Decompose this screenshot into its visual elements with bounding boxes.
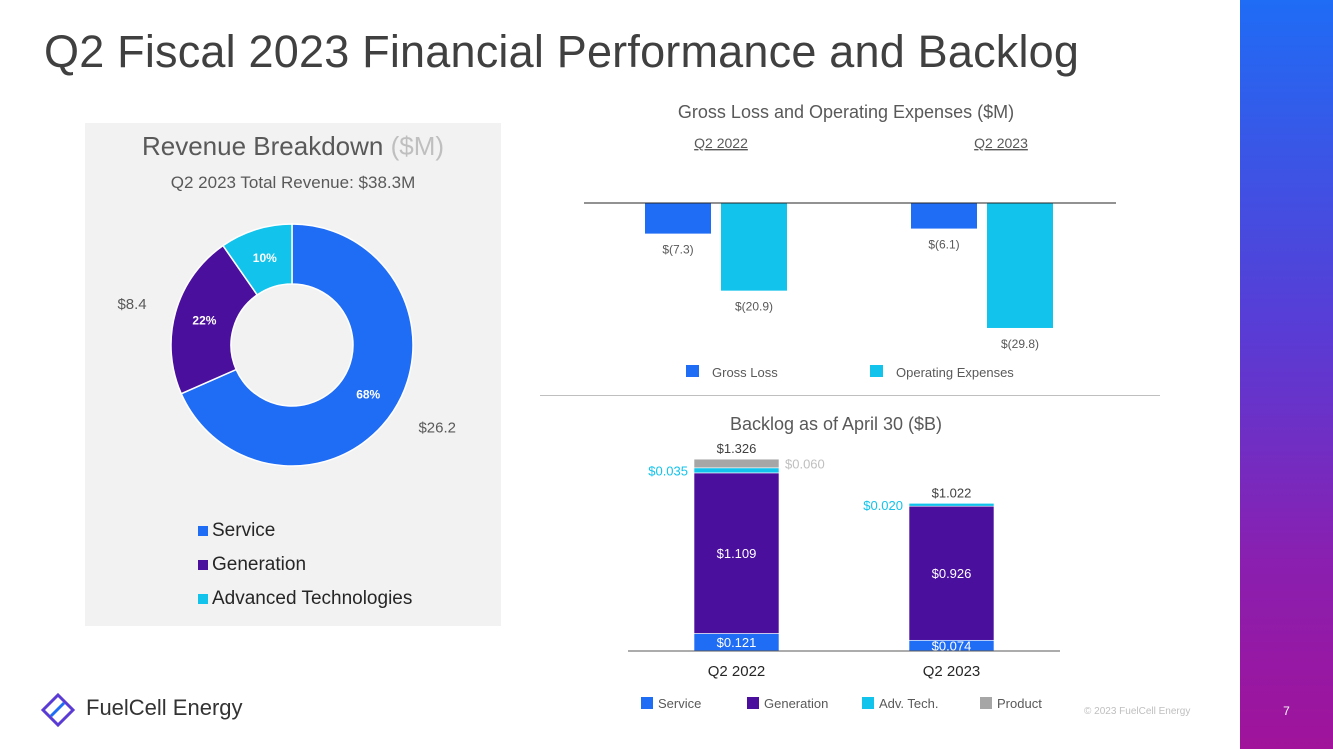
bar-label-gross-loss-q2-2022: $(7.3): [662, 243, 693, 257]
backlog-chart: Backlog as of April 30 ($B) $0.121 $1.109 $…: [628, 414, 1060, 711]
backlog-legend-swatch-generation: [747, 697, 759, 709]
bar-label-operating-expenses-q2-2022: $(20.9): [735, 300, 773, 314]
revenue-chart-title: Revenue Breakdown ($M): [85, 131, 501, 162]
legend-swatch-advanced-technologies: [198, 594, 208, 604]
bar-operating-expenses-q2-2022: [721, 203, 787, 291]
value-label-advanced-technologies: $3.7: [218, 208, 247, 210]
revenue-subtitle: Q2 2023 Total Revenue: $38.3M: [170, 173, 416, 192]
backlog-legend-swatch-service: [641, 697, 653, 709]
backlog-label-adv-tech-q2-2023: $0.020: [863, 498, 903, 513]
backlog-category-q2-2023: Q2 2023: [923, 663, 981, 680]
gross-legend-label-operating-expenses: Operating Expenses: [896, 365, 1014, 380]
revenue-title-text: Revenue Breakdown: [141, 131, 384, 161]
value-label-generation: $8.4: [117, 296, 146, 313]
backlog-bar-adv-tech-q2-2022: [693, 467, 780, 474]
backlog-label-adv-tech-q2-2022: $0.035: [648, 463, 688, 478]
backlog-label-generation-q2-2022: $1.109: [717, 546, 757, 561]
logo-text: FuelCell Energy: [86, 695, 243, 720]
backlog-label-service-q2-2023: $0.074: [932, 639, 972, 654]
percent-label-advanced-technologies: 10%: [253, 251, 277, 265]
legend-swatch-generation: [198, 560, 208, 570]
backlog-label-generation-q2-2023: $0.926: [932, 566, 972, 581]
gross-loss-opex-chart: Gross Loss and Operating Expenses ($M) Q2…: [584, 102, 1116, 380]
gross-legend-swatch-operating-expenses: [870, 365, 883, 377]
bar-gross-loss-q2-2023: [911, 203, 977, 229]
legend-item-service: Service: [198, 520, 275, 542]
backlog-legend-label-generation: Generation: [764, 696, 828, 711]
donut-slice-advanced-technologies: [221, 223, 293, 296]
slide-title: Q2 Fiscal 2023 Financial Performance and…: [44, 26, 1080, 77]
backlog-total-q2-2023: $1.022: [932, 485, 972, 500]
fuelcell-logo-icon: [40, 692, 76, 728]
bar-label-gross-loss-q2-2023: $(6.1): [928, 238, 959, 252]
revenue-breakdown-panel: Revenue Breakdown ($M) Q2 2023 Total Rev…: [85, 123, 501, 626]
bar-label-operating-expenses-q2-2023: $(29.8): [1001, 337, 1039, 351]
backlog-label-product-q2-2022: $0.060: [785, 456, 825, 471]
gross-legend-label-gross-loss: Gross Loss: [712, 365, 778, 380]
backlog-bar-generation-q2-2023: [908, 505, 995, 641]
chart-divider: [540, 395, 1160, 396]
backlog-bar-adv-tech-q2-2023: [908, 503, 995, 507]
legend-label-advanced-technologies: Advanced Technologies: [212, 588, 413, 609]
backlog-total-q2-2022: $1.326: [717, 441, 757, 456]
backlog-bar-generation-q2-2022: [693, 472, 780, 634]
percent-label-service: 68%: [356, 388, 380, 402]
backlog-legend-swatch-adv-tech: [862, 697, 874, 709]
backlog-legend-label-service: Service: [658, 696, 701, 711]
backlog-legend-label-product: Product: [997, 696, 1042, 711]
legend-item-generation: Generation: [198, 554, 306, 576]
gross-category-q2-2022: Q2 2022: [694, 135, 748, 151]
legend-label-service: Service: [212, 520, 276, 541]
backlog-legend-swatch-product: [980, 697, 992, 709]
legend-label-generation: Generation: [212, 554, 307, 575]
gross-category-q2-2023: Q2 2023: [974, 135, 1028, 151]
copyright-text: © 2023 FuelCell Energy: [1084, 706, 1191, 717]
donut-slice-service: [180, 223, 414, 467]
revenue-title-unit: ($M): [390, 131, 445, 161]
revenue-donut-chart: 68% $26.2 22% $8.4 10% $3.7: [117, 208, 456, 467]
legend-item-advanced-technologies: Advanced Technologies: [198, 588, 412, 610]
bar-operating-expenses-q2-2023: [987, 203, 1053, 328]
backlog-category-q2-2022: Q2 2022: [708, 663, 766, 680]
donut-slice-generation: [170, 244, 259, 395]
gross-legend-swatch-gross-loss: [686, 365, 699, 377]
page-number: 7: [1283, 704, 1290, 718]
bar-gross-loss-q2-2022: [645, 203, 711, 234]
value-label-service: $26.2: [418, 420, 456, 437]
backlog-legend-label-adv-tech: Adv. Tech.: [879, 696, 939, 711]
backlog-label-service-q2-2022: $0.121: [717, 635, 757, 650]
brand-gradient-bar: [1240, 0, 1333, 749]
backlog-bar-product-q2-2022: [693, 458, 780, 469]
legend-swatch-service: [198, 526, 208, 536]
percent-label-generation: 22%: [192, 313, 216, 327]
gross-chart-title: Gross Loss and Operating Expenses ($M): [678, 102, 1014, 122]
backlog-chart-title: Backlog as of April 30 ($B): [730, 414, 942, 434]
